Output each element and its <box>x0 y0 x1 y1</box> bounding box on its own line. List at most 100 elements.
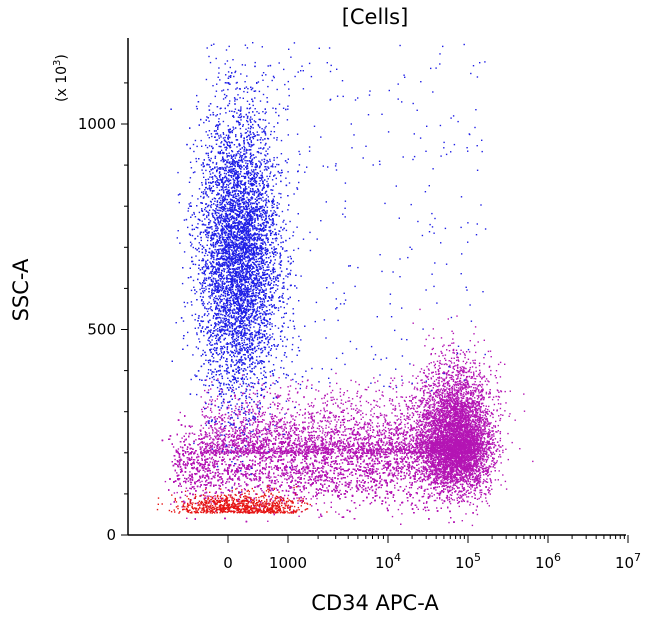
data-point <box>373 468 375 470</box>
data-point <box>423 493 425 495</box>
data-point <box>311 476 313 478</box>
data-point <box>471 524 474 527</box>
data-point <box>435 489 437 491</box>
data-point <box>348 481 350 484</box>
data-point <box>480 452 483 454</box>
data-point <box>370 455 372 457</box>
data-point <box>181 506 183 508</box>
data-point <box>250 452 252 455</box>
data-point <box>410 486 413 489</box>
data-point <box>327 433 329 435</box>
data-point <box>243 488 246 490</box>
data-point <box>333 467 336 469</box>
data-point <box>359 485 361 488</box>
data-point <box>193 497 196 500</box>
data-point <box>308 491 310 494</box>
data-point <box>408 450 411 452</box>
data-point <box>300 462 302 464</box>
data-point <box>355 434 357 436</box>
data-point <box>336 455 338 458</box>
data-point <box>275 465 278 468</box>
data-point <box>237 453 239 456</box>
data-point <box>259 448 261 450</box>
data-point <box>310 485 312 487</box>
data-point <box>421 470 423 473</box>
data-point <box>277 402 279 404</box>
data-point <box>399 441 401 444</box>
data-point <box>395 442 397 444</box>
data-point <box>310 498 312 500</box>
data-point <box>213 466 215 468</box>
data-point <box>367 481 369 484</box>
data-point <box>467 485 469 488</box>
data-point <box>212 441 214 443</box>
data-point <box>408 461 410 464</box>
data-point <box>381 468 383 470</box>
data-point <box>384 460 386 463</box>
data-point <box>434 481 437 483</box>
data-point <box>440 480 442 482</box>
data-point <box>198 462 201 464</box>
data-point <box>387 497 389 499</box>
data-point <box>476 450 478 452</box>
data-point <box>272 500 274 502</box>
data-point <box>309 438 311 440</box>
data-point <box>290 448 293 450</box>
data-point <box>214 474 216 476</box>
data-point <box>307 450 310 452</box>
data-point <box>216 461 218 463</box>
data-point <box>316 476 318 478</box>
data-point <box>378 472 381 474</box>
data-point <box>279 486 281 488</box>
data-point <box>322 465 324 467</box>
data-point <box>187 446 189 449</box>
data-point <box>268 488 270 491</box>
data-point <box>210 451 212 453</box>
data-point <box>268 475 270 477</box>
data-point <box>202 489 204 492</box>
data-point <box>213 454 215 456</box>
data-point <box>208 495 210 497</box>
data-point <box>330 463 332 466</box>
data-point <box>405 452 408 455</box>
data-point <box>176 472 178 474</box>
data-point <box>486 502 489 505</box>
data-point <box>196 502 198 505</box>
data-point <box>396 477 398 479</box>
data-point <box>333 472 335 474</box>
data-point <box>224 427 227 430</box>
data-point <box>331 494 334 496</box>
data-point <box>297 502 299 504</box>
data-point <box>337 475 339 477</box>
data-point <box>181 468 183 470</box>
data-point <box>476 498 479 500</box>
data-point <box>238 491 240 493</box>
data-point <box>385 436 387 439</box>
data-point <box>198 435 200 437</box>
data-point <box>199 469 201 471</box>
data-point <box>323 457 325 459</box>
data-point <box>176 491 178 494</box>
data-point <box>486 478 488 480</box>
data-point <box>377 457 379 459</box>
data-point <box>467 483 469 486</box>
data-point <box>340 459 342 461</box>
data-point <box>338 484 340 486</box>
data-point <box>482 469 485 472</box>
data-point <box>170 503 172 505</box>
data-point <box>264 460 266 462</box>
data-point <box>268 472 271 474</box>
data-point <box>253 477 255 480</box>
data-point <box>342 468 345 470</box>
data-point <box>190 458 193 461</box>
data-point <box>286 455 288 457</box>
data-point <box>434 499 437 502</box>
data-point <box>225 463 227 466</box>
data-point <box>366 490 368 492</box>
data-point <box>236 455 238 458</box>
data-point <box>236 487 238 490</box>
data-point <box>281 470 284 472</box>
data-point <box>416 479 419 482</box>
data-point <box>270 455 272 458</box>
data-point <box>238 479 241 481</box>
